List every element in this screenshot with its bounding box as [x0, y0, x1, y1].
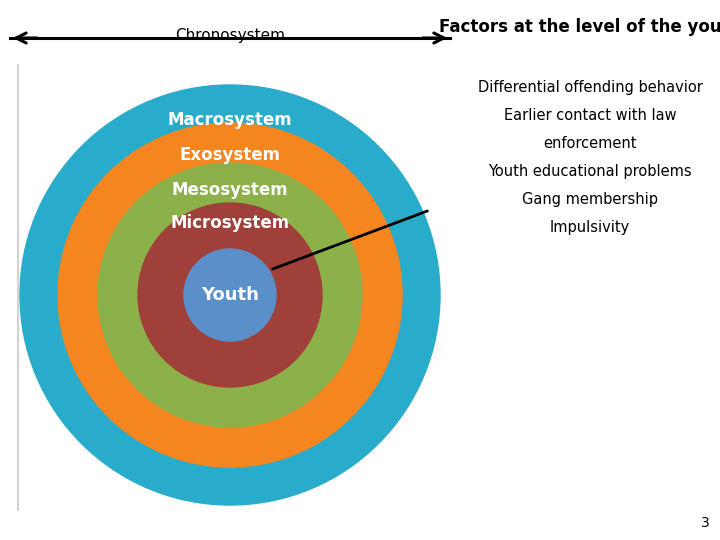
Text: Youth: Youth: [201, 286, 259, 304]
Circle shape: [98, 163, 362, 427]
Text: Youth educational problems: Youth educational problems: [488, 164, 692, 179]
Circle shape: [58, 123, 402, 467]
Text: Mesosystem: Mesosystem: [171, 181, 288, 199]
Circle shape: [138, 203, 322, 387]
Text: Chronosystem: Chronosystem: [175, 28, 285, 43]
Text: Macrosystem: Macrosystem: [168, 111, 292, 129]
Text: enforcement: enforcement: [544, 136, 636, 151]
Text: Earlier contact with law: Earlier contact with law: [504, 108, 676, 123]
Text: Exosystem: Exosystem: [179, 146, 281, 164]
Text: Differential offending behavior: Differential offending behavior: [477, 80, 703, 95]
Text: 3: 3: [701, 516, 710, 530]
Text: Impulsivity: Impulsivity: [550, 220, 630, 235]
Text: Gang membership: Gang membership: [522, 192, 658, 207]
Circle shape: [184, 249, 276, 341]
Text: Microsystem: Microsystem: [171, 214, 289, 232]
Text: Factors at the level of the youth: Factors at the level of the youth: [438, 18, 720, 36]
Circle shape: [20, 85, 440, 505]
